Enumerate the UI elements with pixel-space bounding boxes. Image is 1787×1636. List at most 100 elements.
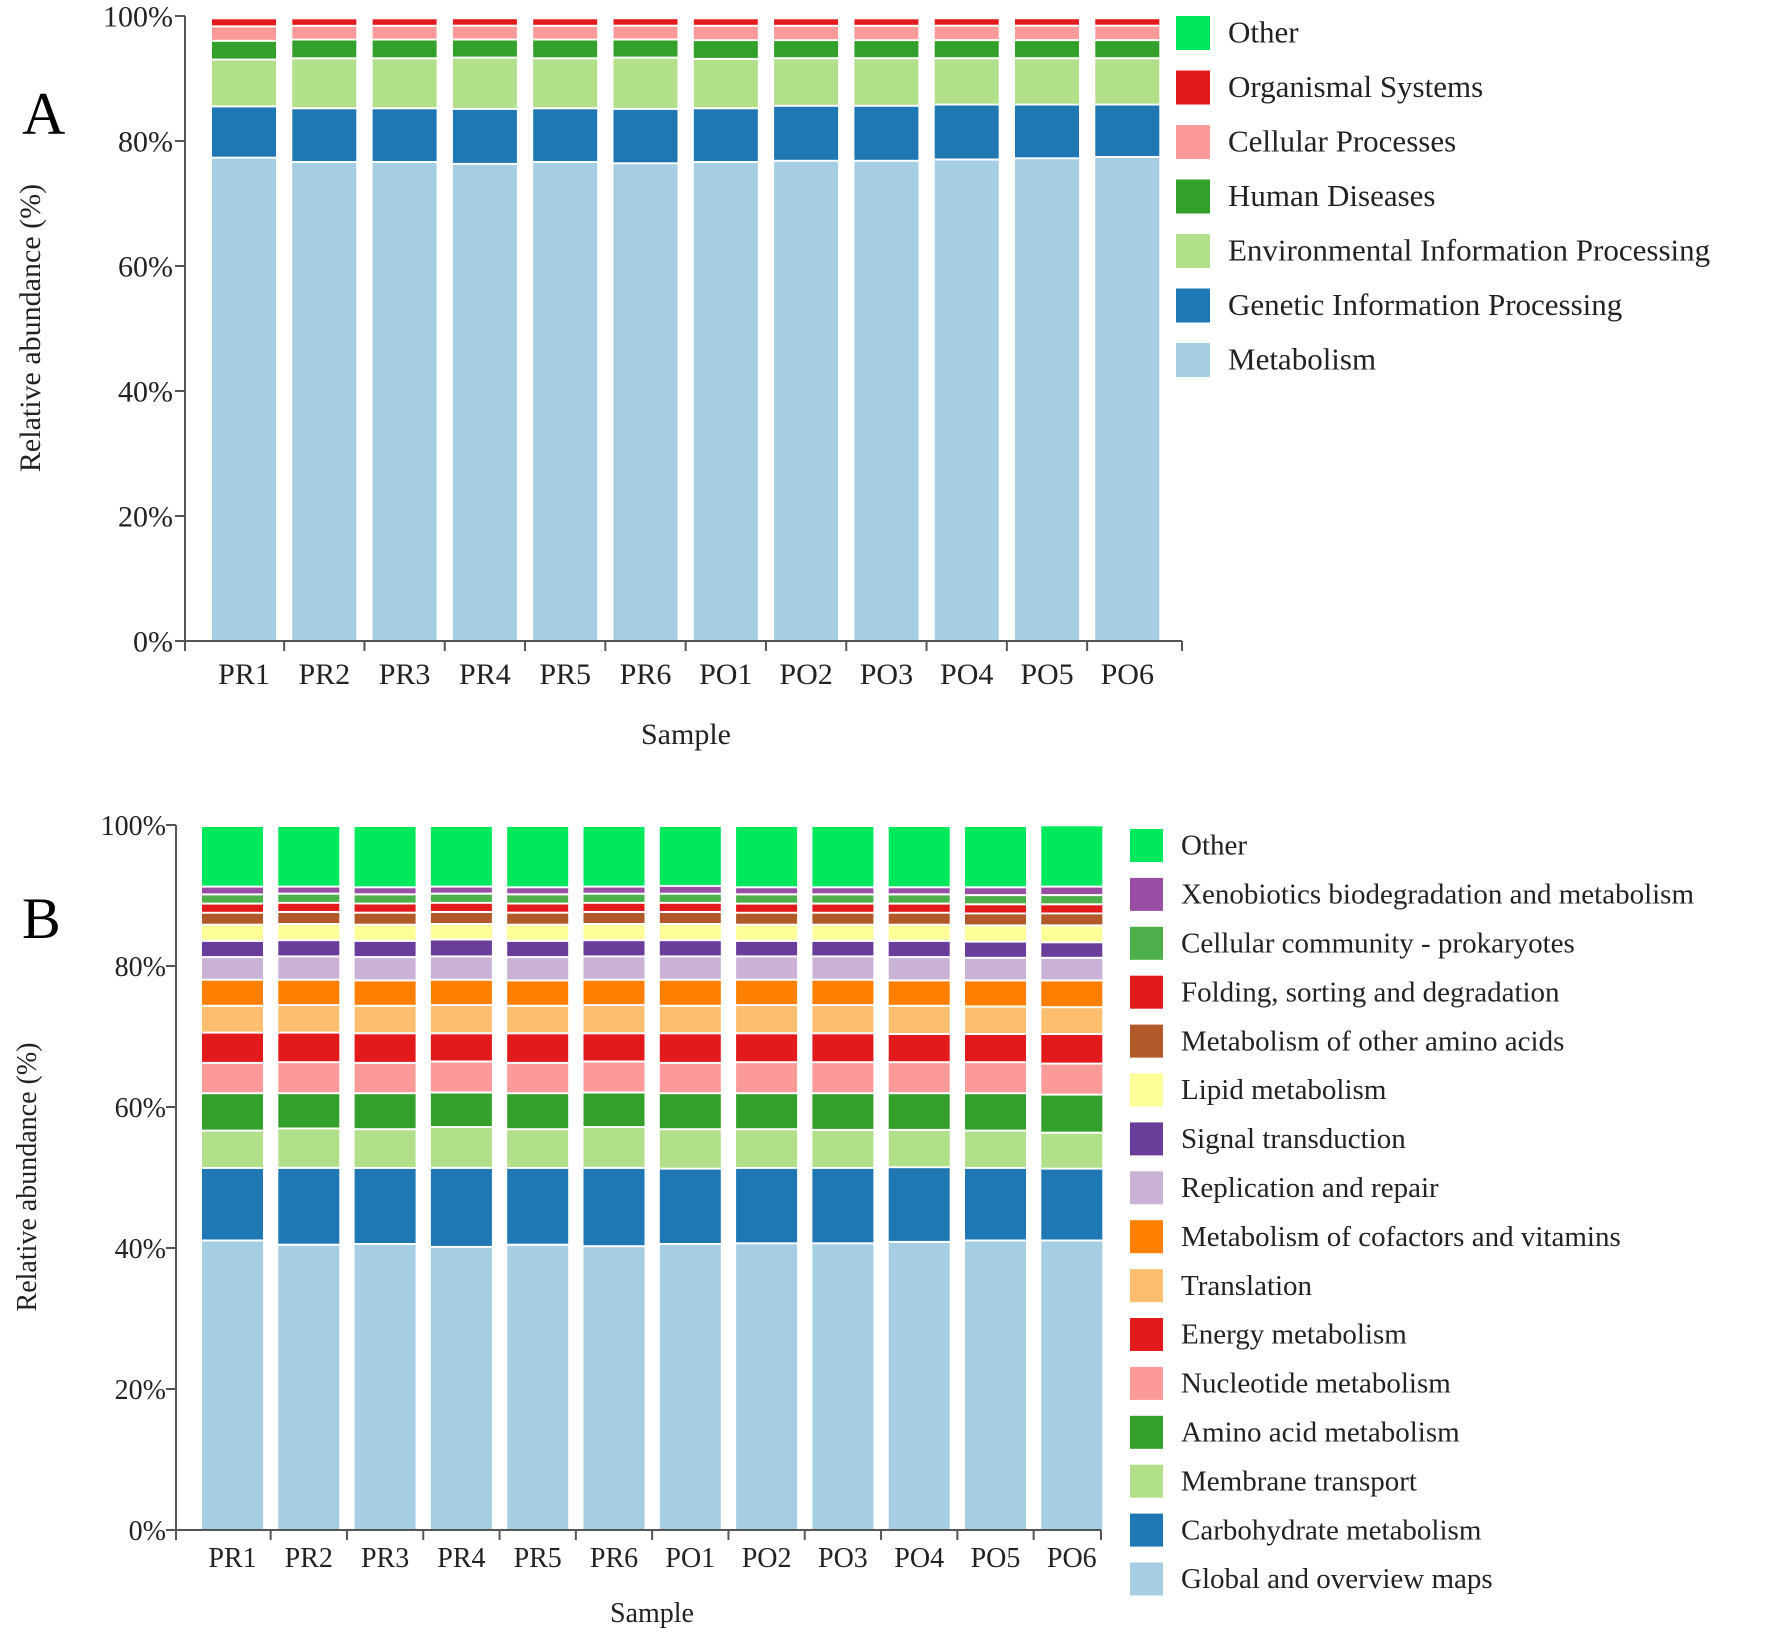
bar-segment-pr3-metabolism: [372, 163, 437, 641]
legend-label-cellular-processes: Cellular Processes: [1228, 124, 1456, 159]
bar-segment-pr4-global-and-overview-maps: [430, 1247, 492, 1530]
bar-segment-pr6-replication-and-repair: [583, 957, 645, 979]
bar-segment-pr3-metabolism-of-other-amino-acids: [354, 913, 416, 924]
bar-segment-pr2-metabolism: [292, 163, 357, 641]
legend-label-energy-metabolism: Energy metabolism: [1181, 1319, 1407, 1351]
bar-segment-po5-translation: [965, 1007, 1026, 1033]
bar-segment-po6-metabolism-of-other-amino-acids: [1041, 914, 1103, 925]
bar-segment-po3-xenobiotics-biodegradation-and-metabolism: [812, 888, 874, 894]
bar-segment-po5-xenobiotics-biodegradation-and-metabolism: [965, 888, 1026, 895]
legend-swatch-energy-metabolism: [1130, 1318, 1163, 1351]
bar-segment-po2-folding-sorting-and-degradation: [736, 904, 798, 912]
bar-segment-po1-membrane-transport: [659, 1130, 721, 1168]
panel-a: A 0% 20% 40% 60% 80% 100% PR1 PR2 PR3 PR4 PR5 PR6 PO1…: [14, 1, 1710, 752]
bar-segment-pr5-carbohydrate-metabolism: [507, 1168, 569, 1244]
legend-swatch-global-and-overview-maps: [1130, 1562, 1163, 1596]
x-tick-label-po6: PO6: [1101, 658, 1154, 691]
bar-segment-po6-human-diseases: [1095, 41, 1160, 58]
bar-segment-po3-nucleotide-metabolism: [812, 1063, 874, 1093]
legend-label-replication-and-repair: Replication and repair: [1181, 1172, 1439, 1204]
bar-segment-po5-environmental-information-processing: [1015, 59, 1079, 104]
legend-label-metabolism-of-other-amino-acids: Metabolism of other amino acids: [1181, 1025, 1564, 1057]
bar-segment-pr6-signal-transduction: [583, 941, 645, 956]
bar-segment-po5-metabolism-of-other-amino-acids: [965, 914, 1026, 925]
legend-swatch-folding-sorting-and-degradation: [1130, 975, 1163, 1009]
legend-label-metabolism: Metabolism: [1228, 342, 1376, 377]
bar-segment-pr3-genetic-information-processing: [372, 109, 437, 161]
y-tick-label-100: 100%: [103, 1, 173, 34]
bar-segment-pr5-folding-sorting-and-degradation: [507, 904, 569, 912]
bar-segment-po5-signal-transduction: [965, 942, 1026, 957]
bar-segment-po4-global-and-overview-maps: [888, 1243, 950, 1530]
legend-label-lipid-metabolism: Lipid metabolism: [1181, 1074, 1387, 1106]
legend-swatch-organismal-systems: [1176, 70, 1210, 105]
bar-segment-po4-carbohydrate-metabolism: [888, 1168, 950, 1241]
bar-segment-po2-organismal-systems: [774, 19, 839, 25]
bar-segment-pr1-human-diseases: [212, 41, 276, 59]
bar-segment-po4-human-diseases: [934, 41, 999, 58]
bar-segment-pr3-metabolism-of-cofactors-and-vitamins: [354, 981, 416, 1005]
bar-segment-po6-folding-sorting-and-degradation: [1041, 905, 1103, 913]
bar-segment-pr3-other: [354, 827, 416, 887]
bar-segment-po1-lipid-metabolism: [659, 925, 721, 940]
bar-segment-pr1-metabolism: [212, 158, 276, 641]
bar-segment-pr4-environmental-information-processing: [452, 58, 517, 108]
bar-segment-pr6-other: [583, 827, 645, 886]
x-tick-label-po3: PO3: [860, 658, 913, 691]
bar-segment-po1-global-and-overview-maps: [659, 1245, 721, 1530]
bar-segment-pr2-cellular-community-prokaryotes: [278, 894, 340, 902]
bar-segment-pr4-metabolism-of-cofactors-and-vitamins: [430, 980, 492, 1005]
bar-segment-pr3-folding-sorting-and-degradation: [354, 904, 416, 912]
bar-segment-pr3-carbohydrate-metabolism: [354, 1168, 416, 1243]
bar-segment-pr3-nucleotide-metabolism: [354, 1063, 416, 1093]
legend-swatch-amino-acid-metabolism: [1130, 1415, 1163, 1449]
y-tick-label-0: 0%: [129, 1516, 166, 1547]
bar-segment-pr6-organismal-systems: [613, 19, 678, 25]
bar-segment-po2-cellular-processes: [774, 26, 839, 40]
bar-segment-pr6-energy-metabolism: [583, 1034, 645, 1061]
y-tick-label-80: 80%: [118, 126, 173, 159]
x-tick-label-pr2: PR2: [298, 658, 350, 691]
bar-segment-pr4-signal-transduction: [430, 940, 492, 956]
bar-segment-po2-genetic-information-processing: [774, 106, 839, 160]
bar-segment-pr6-human-diseases: [613, 40, 678, 57]
bar-segment-po2-metabolism: [774, 161, 839, 642]
bar-segment-po6-genetic-information-processing: [1095, 105, 1160, 156]
bar-segment-pr3-energy-metabolism: [354, 1034, 416, 1062]
bar-segment-pr2-lipid-metabolism: [278, 925, 340, 940]
bar-segment-po6-environmental-information-processing: [1095, 59, 1160, 104]
bar-segment-pr6-translation: [583, 1006, 645, 1033]
legend-swatch-translation: [1130, 1269, 1163, 1303]
bar-segment-pr3-membrane-transport: [354, 1130, 416, 1167]
bar-segment-pr4-amino-acid-metabolism: [430, 1093, 492, 1126]
bar-segment-pr2-metabolism-of-other-amino-acids: [278, 913, 340, 923]
bar-segment-po2-metabolism-of-other-amino-acids: [736, 913, 798, 924]
bar-segment-po3-global-and-overview-maps: [812, 1244, 874, 1530]
bar-segment-po1-environmental-information-processing: [693, 59, 758, 108]
bar-segment-pr5-environmental-information-processing: [533, 59, 598, 108]
bar-segment-pr3-translation: [354, 1006, 416, 1033]
bar-segment-pr2-nucleotide-metabolism: [278, 1063, 340, 1093]
bar-segment-po5-folding-sorting-and-degradation: [965, 905, 1026, 913]
panel-b-x-axis-title: Sample: [610, 1598, 694, 1629]
bar-segment-po2-cellular-community-prokaryotes: [736, 895, 798, 903]
bar-segment-pr4-translation: [430, 1006, 492, 1033]
bar-segment-pr4-lipid-metabolism: [430, 925, 492, 939]
bar-segment-pr3-human-diseases: [372, 40, 437, 58]
bar-segment-po2-xenobiotics-biodegradation-and-metabolism: [736, 888, 798, 894]
panel-b-axes: 0% 20% 40% 60% 80% 100% PR1 PR2 PR3 PR4 PR5 PR6 PO1 P…: [101, 811, 1102, 1574]
legend-swatch-human-diseases: [1176, 179, 1210, 214]
bar-segment-pr4-carbohydrate-metabolism: [430, 1168, 492, 1246]
bar-segment-pr5-metabolism-of-other-amino-acids: [507, 913, 569, 924]
bar-segment-po3-energy-metabolism: [812, 1034, 874, 1062]
x-tick-label-pr1: PR1: [218, 658, 270, 691]
bar-segment-pr1-xenobiotics-biodegradation-and-metabolism: [202, 887, 263, 894]
bar-segment-pr1-nucleotide-metabolism: [202, 1063, 263, 1093]
bar-segment-pr1-signal-transduction: [202, 941, 263, 957]
bar-segment-po2-carbohydrate-metabolism: [736, 1168, 798, 1243]
bar-segment-po4-translation: [888, 1006, 950, 1033]
bar-segment-po4-lipid-metabolism: [888, 925, 950, 940]
bar-segment-po2-energy-metabolism: [736, 1034, 798, 1062]
bar-segment-pr5-global-and-overview-maps: [507, 1245, 569, 1530]
bar-segment-po2-replication-and-repair: [736, 957, 798, 979]
